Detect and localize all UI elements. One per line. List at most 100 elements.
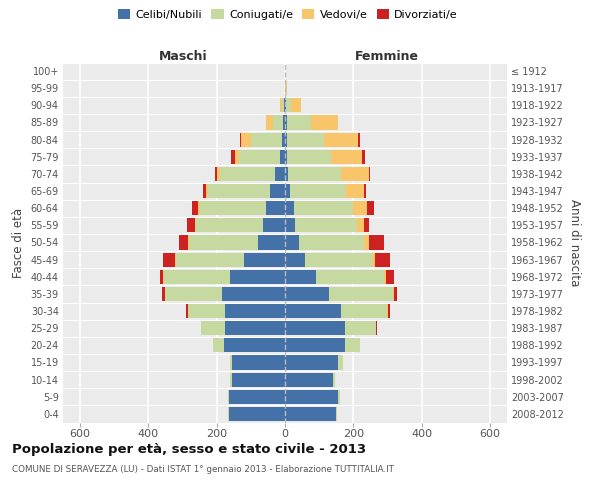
Bar (358, 132, 360, 146)
Bar (316, 270, 384, 284)
Bar (164, 270, 230, 284)
Bar (345, 321, 376, 335)
Bar (229, 390, 285, 404)
Bar (346, 184, 364, 198)
Bar (285, 98, 286, 112)
Bar (275, 167, 285, 181)
Bar (200, 201, 266, 215)
Bar (176, 252, 244, 266)
Bar (364, 218, 368, 232)
Bar (285, 116, 287, 130)
Bar (285, 338, 345, 352)
Bar (230, 356, 232, 370)
Bar (186, 304, 188, 318)
Bar (368, 236, 384, 250)
Bar (187, 218, 195, 232)
Bar (195, 218, 196, 232)
Bar (311, 116, 338, 130)
Bar (372, 252, 375, 266)
Bar (285, 184, 290, 198)
Bar (285, 287, 329, 301)
Bar (285, 372, 333, 386)
Bar (188, 304, 225, 318)
Bar (166, 287, 222, 301)
Bar (285, 132, 287, 146)
Bar (285, 407, 336, 421)
Bar (281, 98, 284, 112)
Text: COMUNE DI SERAVEZZA (LU) - Dati ISTAT 1° gennaio 2013 - Elaborazione TUTTITALIA.: COMUNE DI SERAVEZZA (LU) - Dati ISTAT 1°… (12, 465, 394, 474)
Text: Maschi: Maschi (158, 50, 207, 64)
Bar (295, 218, 357, 232)
Bar (266, 201, 285, 215)
Bar (244, 252, 285, 266)
Bar (266, 116, 273, 130)
Bar (285, 81, 286, 95)
Bar (188, 236, 190, 250)
Bar (353, 201, 367, 215)
Bar (225, 304, 285, 318)
Bar (190, 236, 257, 250)
Bar (338, 356, 343, 370)
Bar (200, 321, 202, 335)
Bar (384, 270, 386, 284)
Bar (386, 270, 394, 284)
Bar (285, 236, 299, 250)
Bar (289, 167, 341, 181)
Bar (225, 321, 285, 335)
Bar (257, 236, 285, 250)
Bar (206, 184, 208, 198)
Bar (324, 132, 358, 146)
Bar (202, 321, 225, 335)
Bar (263, 218, 285, 232)
Bar (192, 201, 198, 215)
Bar (285, 390, 338, 404)
Bar (239, 150, 280, 164)
Bar (163, 287, 165, 301)
Bar (229, 407, 285, 421)
Bar (251, 132, 281, 146)
Bar (291, 98, 301, 112)
Bar (220, 167, 275, 181)
Bar (239, 132, 241, 146)
Bar (376, 321, 377, 335)
Bar (286, 98, 291, 112)
Bar (286, 81, 287, 95)
Bar (285, 150, 287, 164)
Bar (280, 150, 285, 164)
Bar (232, 356, 285, 370)
Bar (392, 287, 394, 301)
Bar (331, 150, 362, 164)
Bar (367, 201, 374, 215)
Bar (336, 407, 337, 421)
Bar (179, 236, 188, 250)
Bar (368, 167, 370, 181)
Bar (285, 356, 338, 370)
Bar (345, 338, 360, 352)
Bar (215, 167, 217, 181)
Bar (287, 150, 331, 164)
Bar (287, 132, 324, 146)
Bar (198, 201, 200, 215)
Bar (388, 304, 390, 318)
Bar (285, 218, 295, 232)
Bar (285, 321, 345, 335)
Bar (232, 372, 285, 386)
Bar (160, 270, 163, 284)
Bar (280, 98, 281, 112)
Bar (394, 287, 397, 301)
Bar (163, 270, 164, 284)
Text: Femmine: Femmine (355, 50, 419, 64)
Bar (364, 184, 366, 198)
Legend: Celibi/Nubili, Coniugati/e, Vedovi/e, Divorziati/e: Celibi/Nubili, Coniugati/e, Vedovi/e, Di… (115, 6, 461, 23)
Y-axis label: Anni di nascita: Anni di nascita (568, 199, 581, 286)
Bar (227, 390, 229, 404)
Text: Popolazione per età, sesso e stato civile - 2013: Popolazione per età, sesso e stato civil… (12, 442, 366, 456)
Bar (232, 150, 235, 164)
Bar (196, 218, 263, 232)
Bar (222, 287, 285, 301)
Bar (357, 218, 364, 232)
Bar (163, 252, 175, 266)
Bar (273, 116, 283, 130)
Bar (290, 184, 346, 198)
Bar (341, 167, 368, 181)
